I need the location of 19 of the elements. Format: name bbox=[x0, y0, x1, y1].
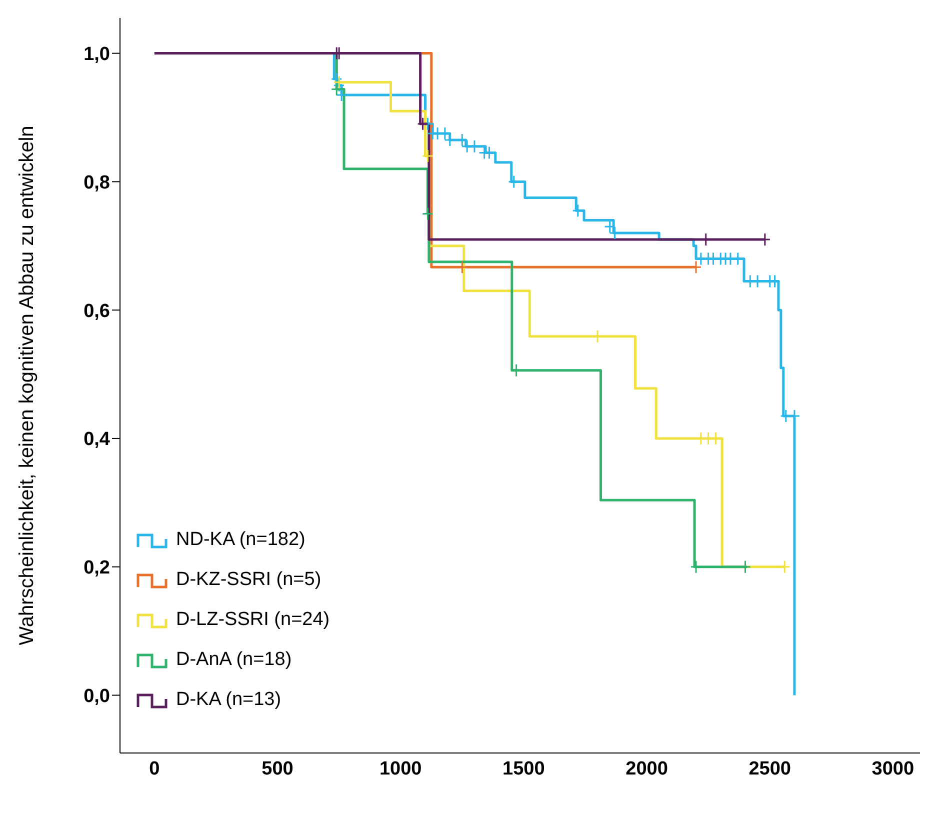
y-tick-label: 0,8 bbox=[84, 172, 110, 194]
x-tick-label: 1500 bbox=[502, 758, 545, 780]
x-tick-label: 500 bbox=[262, 758, 294, 780]
legend-label: D-KA (n=13) bbox=[176, 689, 282, 711]
x-tick-label: 2500 bbox=[748, 758, 791, 780]
x-tick-label: 3000 bbox=[872, 758, 914, 780]
y-tick-label: 1,0 bbox=[84, 44, 110, 66]
legend-label: D-AnA (n=18) bbox=[176, 649, 292, 671]
y-tick-label: 0,6 bbox=[84, 300, 110, 322]
y-tick-label: 0,4 bbox=[84, 429, 110, 450]
legend-label: ND-KA (n=182) bbox=[176, 529, 306, 551]
y-tick-label: 0,0 bbox=[84, 686, 110, 707]
legend-label: D-KZ-SSRI (n=5) bbox=[176, 569, 322, 591]
legend-label: D-LZ-SSRI (n=24) bbox=[176, 609, 330, 631]
x-tick-label: 1000 bbox=[379, 758, 422, 780]
x-tick-label: 0 bbox=[149, 758, 160, 780]
y-tick-label: 0,2 bbox=[84, 558, 110, 579]
y-axis-title: Wahrscheinlichkeit, keinen kognitiven Abbau zu entwickeln bbox=[16, 126, 38, 646]
x-tick-label: 2000 bbox=[626, 758, 668, 780]
